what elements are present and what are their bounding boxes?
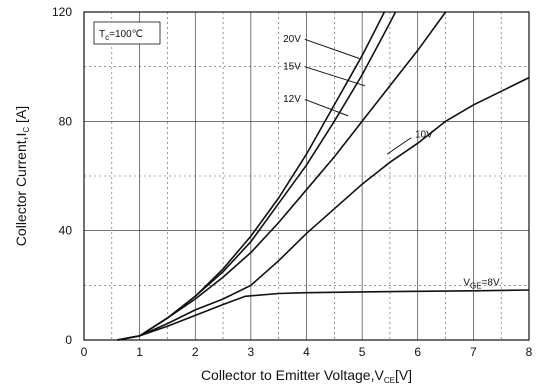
y-axis-label-main: Collector Current,I: [13, 133, 29, 247]
x-tick-label: 3: [248, 345, 255, 359]
x-tick-label: 2: [192, 345, 199, 359]
y-axis-label: Collector Current,IC [A]: [13, 106, 31, 246]
y-axis-label-sub: C: [22, 127, 31, 133]
leader-line-10v: [386, 137, 412, 155]
condition-tail: =100℃: [109, 29, 143, 40]
series-line-10v: [117, 76, 530, 341]
leader-line-20v: [304, 38, 360, 59]
x-axis-label-sub: CE: [384, 376, 395, 385]
curve-label-15v: 15V: [283, 61, 301, 72]
x-tick-label: 4: [303, 345, 310, 359]
series-layer: [117, 11, 530, 341]
curve-label-20v: 20V: [283, 34, 301, 45]
curve-label-vge-8v: VGE=8V: [463, 277, 500, 290]
vge-sub: GE: [470, 281, 482, 290]
x-tick-label: 7: [470, 345, 477, 359]
x-tick-label: 1: [136, 345, 143, 359]
y-tick-label: 120: [52, 5, 72, 19]
curve-label-12v: 12V: [283, 94, 301, 105]
curve-labels: 20V 15V 12V 10V VGE=8V: [283, 34, 500, 290]
vge-tail: =8V: [482, 277, 500, 288]
series-line-8v: [117, 289, 530, 341]
x-axis-label: Collector to Emitter Voltage,VCE[V]: [201, 367, 412, 385]
leader-line-15v: [304, 66, 366, 87]
curve-label-10v: 10V: [415, 130, 433, 141]
y-tick-label: 0: [65, 333, 72, 347]
y-axis-label-tail: [A]: [13, 106, 29, 127]
y-tick-label: 80: [59, 114, 73, 128]
series-line-12v: [117, 11, 447, 341]
vge-main: V: [463, 277, 470, 288]
x-tick-label: 0: [81, 345, 88, 359]
x-tick-label: 5: [359, 345, 366, 359]
condition-sub: c: [105, 33, 109, 42]
x-axis-label-main: Collector to Emitter Voltage,V: [201, 367, 385, 383]
x-tick-label: 6: [414, 345, 421, 359]
condition-label: Tc=100℃: [99, 29, 143, 42]
y-tick-label: 40: [59, 224, 73, 238]
condition-box: Tc=100℃: [93, 21, 161, 45]
x-axis-label-tail: [V]: [395, 367, 412, 383]
x-tick-label: 8: [526, 345, 533, 359]
condition-main: T: [99, 29, 105, 40]
leader-line-12v: [304, 98, 349, 117]
plot-frame: [83, 11, 530, 341]
